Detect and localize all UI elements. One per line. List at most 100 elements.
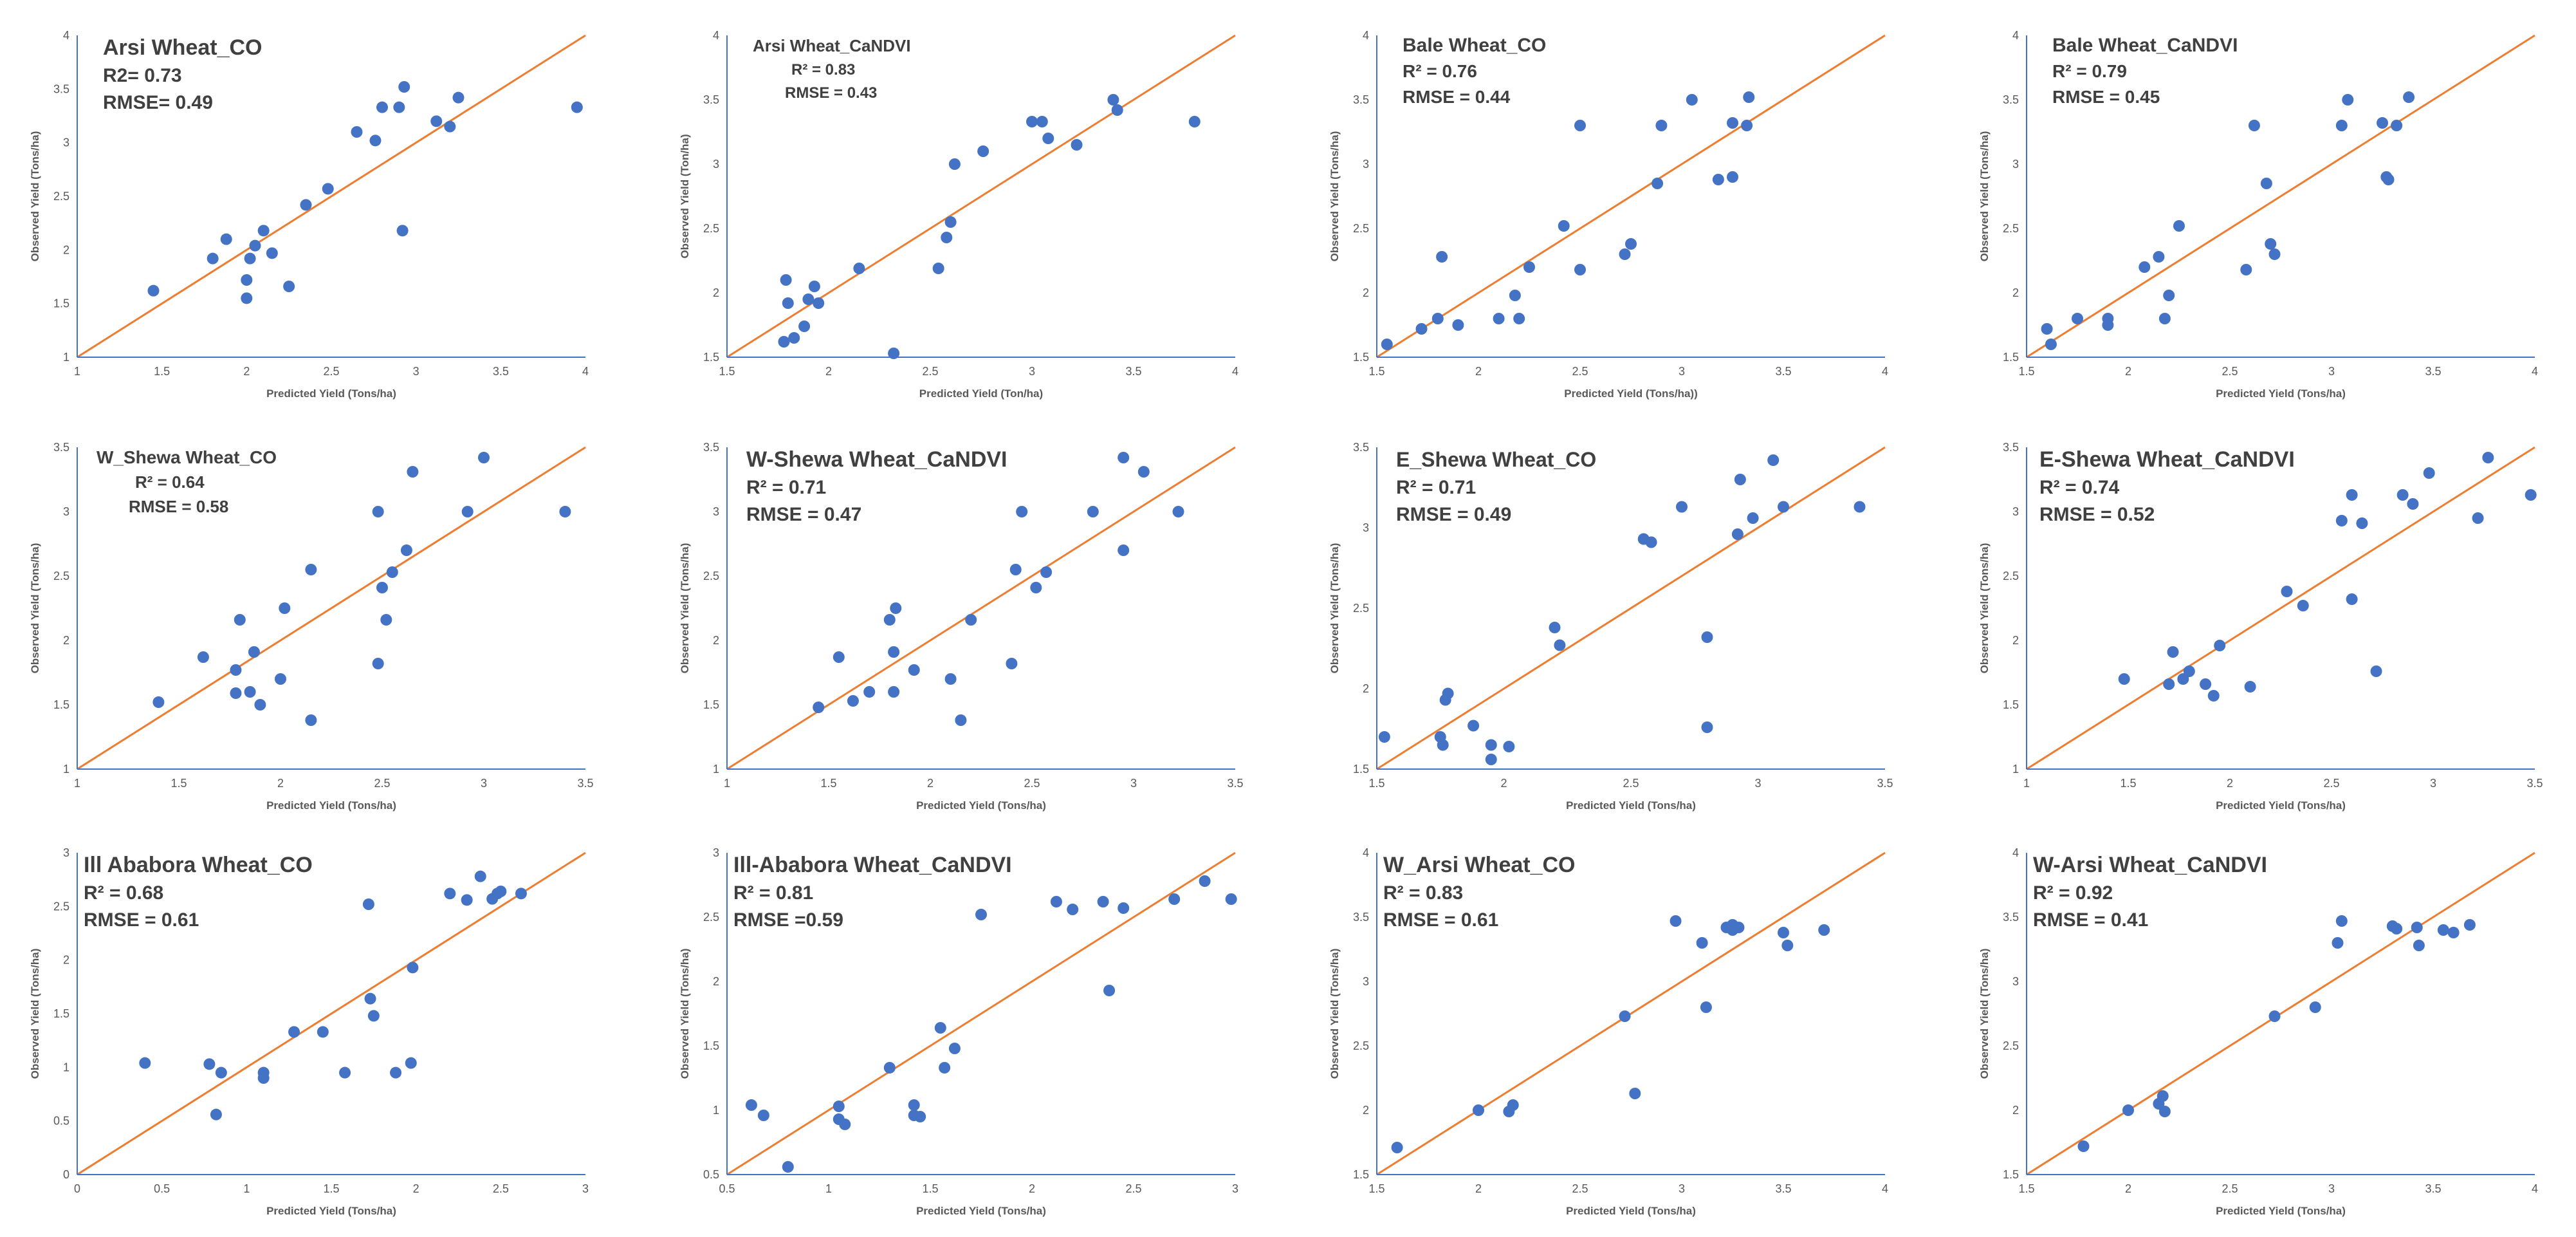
data-point xyxy=(934,1022,946,1034)
data-point xyxy=(444,120,456,133)
y-tick-label: 4 xyxy=(2012,846,2019,859)
data-point xyxy=(393,101,405,113)
data-point xyxy=(1442,687,1454,700)
data-point xyxy=(1067,904,1079,915)
data-point xyxy=(2346,593,2358,605)
data-point xyxy=(2102,319,2114,331)
data-point xyxy=(288,1026,300,1038)
y-tick-label: 2.5 xyxy=(1353,222,1369,235)
chart-title: W_Arsi Wheat_CO xyxy=(1383,853,1576,877)
y-tick-label: 2.5 xyxy=(2003,570,2019,582)
data-point xyxy=(847,695,859,707)
x-tick-label: 3.5 xyxy=(1877,777,1893,790)
data-point xyxy=(965,614,977,626)
data-point xyxy=(1168,893,1181,905)
data-point xyxy=(2265,238,2277,250)
data-point xyxy=(883,614,896,626)
data-point xyxy=(1700,1001,1712,1013)
chart-title: W-Shewa Wheat_CaNDVI xyxy=(746,447,1007,472)
data-point xyxy=(2177,673,2189,685)
data-point xyxy=(283,281,295,292)
data-point xyxy=(275,673,286,685)
data-point xyxy=(197,651,209,663)
y-axis-label: Observed Yield (Tons/ha) xyxy=(1329,949,1341,1079)
one-to-one-line xyxy=(1376,851,1886,1176)
y-tick-label: 3 xyxy=(713,505,719,518)
rmse-label: RMSE = 0.61 xyxy=(84,909,199,931)
data-point xyxy=(1733,922,1745,933)
data-point xyxy=(941,232,953,243)
x-axis-label: Predicted Yield (Tons/ha) xyxy=(916,799,1046,812)
data-point xyxy=(1009,564,1022,575)
data-point xyxy=(853,263,865,274)
x-tick-label: 2.5 xyxy=(922,365,938,378)
data-point xyxy=(1727,171,1738,183)
x-tick-label: 0.5 xyxy=(154,1182,170,1195)
data-point xyxy=(2183,665,2195,677)
data-point xyxy=(914,1111,926,1122)
data-point xyxy=(2268,1010,2281,1022)
data-point xyxy=(944,216,957,228)
x-axis-label: Predicted Yield (Ton/ha) xyxy=(919,387,1043,400)
data-point xyxy=(745,1099,757,1111)
r2-label: R² = 0.74 xyxy=(2039,477,2120,498)
data-point xyxy=(2397,489,2409,501)
x-tick-label: 2.5 xyxy=(323,365,339,378)
x-tick-label: 0 xyxy=(74,1182,80,1195)
y-tick-label: 3.5 xyxy=(53,441,69,454)
scatter-chart: 1.5 2 2.5 3 3.5 1.5 2 2.5 3 3.5 Predicted Yield (T… xyxy=(1329,441,1893,812)
y-tick-label: 0.5 xyxy=(53,1115,69,1128)
y-tick-label: 1 xyxy=(63,763,69,776)
data-point xyxy=(1042,133,1054,144)
data-point xyxy=(2407,498,2419,510)
data-point xyxy=(1437,739,1449,751)
data-point xyxy=(1818,924,1830,936)
x-tick-label: 4 xyxy=(1882,365,1888,378)
scatter-chart: 1 1.5 2 2.5 3 3.5 1 1.5 2 2.5 3 3.5 Predicted Yield … xyxy=(29,441,594,812)
x-tick-label: 1.5 xyxy=(719,365,735,378)
y-tick-label: 4 xyxy=(713,29,719,42)
x-tick-label: 2.5 xyxy=(1572,1182,1588,1195)
data-point xyxy=(376,582,388,593)
data-point xyxy=(1199,875,1211,887)
data-point xyxy=(2423,467,2435,479)
data-point xyxy=(254,699,266,711)
data-point xyxy=(1026,116,1038,127)
data-point xyxy=(1087,506,1099,517)
x-tick-label: 1 xyxy=(2023,777,2030,790)
data-point xyxy=(369,135,382,147)
data-point xyxy=(813,297,825,309)
x-tick-label: 1.5 xyxy=(154,365,170,378)
y-tick-label: 1.5 xyxy=(53,297,69,310)
data-point xyxy=(1006,658,1018,669)
y-tick-label: 1 xyxy=(2012,763,2019,776)
data-point xyxy=(1503,741,1515,752)
y-tick-label: 2.5 xyxy=(53,570,69,582)
r2-label: R² = 0.68 xyxy=(84,882,163,904)
one-to-one-line xyxy=(1376,34,1886,358)
x-tick-label: 1 xyxy=(825,1182,832,1195)
y-tick-label: 1.5 xyxy=(1353,1168,1369,1181)
y-tick-label: 1 xyxy=(63,351,69,364)
one-to-one-line xyxy=(726,34,1236,358)
data-point xyxy=(798,321,811,332)
y-tick-label: 3.5 xyxy=(2003,911,2019,924)
data-point xyxy=(1619,248,1631,260)
x-tick-label: 2.5 xyxy=(1024,777,1040,790)
data-point xyxy=(1436,251,1448,263)
data-point xyxy=(2260,178,2272,189)
y-axis-label: Observed Yield (Tons/ha) xyxy=(1329,543,1341,674)
scatter-chart: 1 1.5 2 2.5 3 3.5 1 1.5 2 2.5 3 3.5 Predicted Yield … xyxy=(679,441,1244,812)
data-point xyxy=(474,870,486,882)
y-axis-label: Observed Yield (Tons/ha) xyxy=(679,543,691,674)
data-point xyxy=(2335,915,2348,927)
y-tick-label: 3.5 xyxy=(2003,93,2019,106)
data-point xyxy=(1378,731,1390,743)
chart-title: W-Arsi Wheat_CaNDVI xyxy=(2033,853,2267,877)
data-point xyxy=(380,614,392,626)
data-point xyxy=(757,1110,769,1121)
data-point xyxy=(2268,248,2281,260)
r2-label: R² = 0.71 xyxy=(746,477,826,498)
y-axis-label: Observed Yield (Tons/ha) xyxy=(1978,543,1991,674)
data-point xyxy=(230,687,242,699)
